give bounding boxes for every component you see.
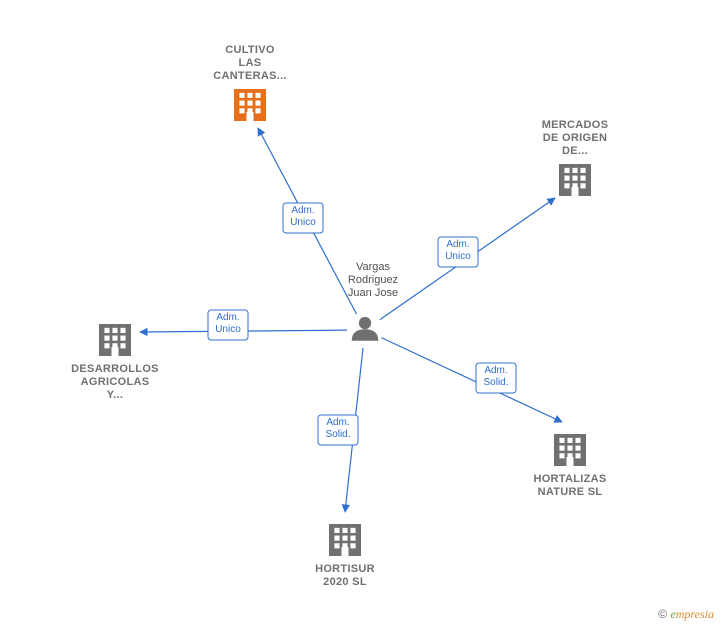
- building-icon-desarrollos: [99, 324, 131, 356]
- node-label-mercados: MERCADOS: [542, 119, 609, 131]
- center-label: Rodriguez: [348, 274, 398, 286]
- node-label-hortisur: 2020 SL: [323, 576, 367, 588]
- edge-label-text-hortalizas: Solid.: [483, 377, 508, 388]
- building-icon-cultivo: [234, 89, 266, 121]
- center-label: Juan Jose: [348, 287, 398, 299]
- footer-credit: © empresia: [658, 607, 714, 622]
- node-label-hortisur: HORTISUR: [315, 563, 375, 575]
- building-icon-hortisur: [329, 524, 361, 556]
- person-icon: [352, 317, 379, 341]
- edge-label-text-cultivo: Adm.: [291, 205, 314, 216]
- edge-label-text-desarrollos: Unico: [215, 324, 241, 335]
- center-node: VargasRodriguezJuan Jose: [348, 261, 398, 341]
- network-diagram: Adm.UnicoAdm.UnicoAdm.Solid.Adm.Solid.Ad…: [0, 0, 728, 630]
- node-label-desarrollos: Y...: [107, 389, 124, 401]
- node-label-hortalizas: NATURE SL: [538, 486, 603, 498]
- edge-line-hortalizas: [381, 338, 562, 422]
- edge-label-text-mercados: Adm.: [446, 239, 469, 250]
- node-label-desarrollos: DESARROLLOS: [71, 363, 159, 375]
- building-icon-hortalizas: [554, 434, 586, 466]
- nodes-layer: CULTIVOLASCANTERAS...MERCADOSDE ORIGENDE…: [71, 44, 608, 588]
- building-icon-mercados: [559, 164, 591, 196]
- brand-rest: mpresia: [676, 607, 714, 621]
- node-label-cultivo: LAS: [239, 57, 262, 69]
- node-label-desarrollos: AGRICOLAS: [81, 376, 150, 388]
- node-label-cultivo: CULTIVO: [225, 44, 275, 56]
- edge-label-text-hortalizas: Adm.: [484, 365, 507, 376]
- copyright-symbol: ©: [658, 607, 667, 621]
- node-label-cultivo: CANTERAS...: [213, 70, 287, 82]
- node-label-hortalizas: HORTALIZAS: [533, 473, 606, 485]
- node-label-mercados: DE...: [562, 145, 588, 157]
- center-label: Vargas: [356, 261, 391, 273]
- edge-label-text-desarrollos: Adm.: [216, 312, 239, 323]
- edge-label-text-cultivo: Unico: [290, 217, 316, 228]
- edge-label-text-hortisur: Adm.: [326, 417, 349, 428]
- edge-label-text-mercados: Unico: [445, 251, 471, 262]
- edge-label-text-hortisur: Solid.: [325, 429, 350, 440]
- node-label-mercados: DE ORIGEN: [543, 132, 607, 144]
- edges-layer: Adm.UnicoAdm.UnicoAdm.Solid.Adm.Solid.Ad…: [140, 128, 562, 512]
